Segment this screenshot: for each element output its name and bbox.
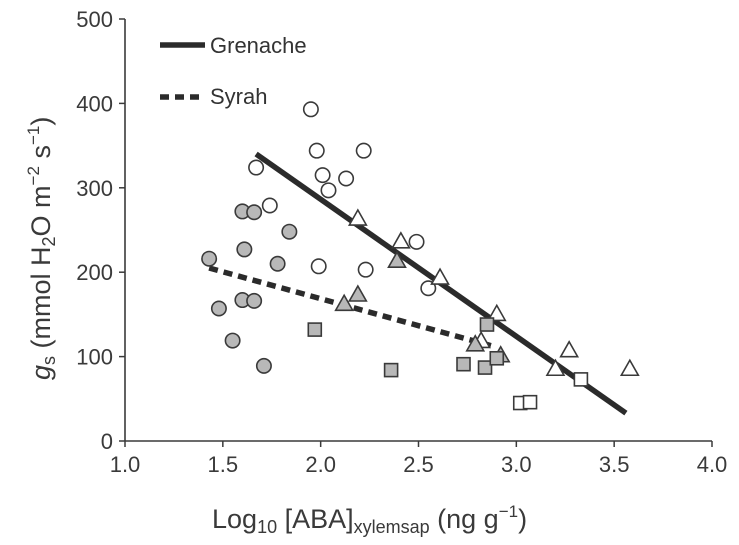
circle-marker	[201, 250, 218, 267]
triangle-marker	[430, 267, 450, 285]
y-label-exp1: −2	[24, 166, 43, 185]
circle-marker	[357, 261, 374, 278]
y-tick-label: 200	[76, 260, 113, 285]
circle-marker	[224, 332, 241, 349]
y-tick-label: 100	[76, 345, 113, 370]
circle-marker	[255, 357, 272, 374]
circle-marker	[408, 233, 425, 250]
x-label-unit-open: (ng g	[430, 504, 499, 534]
legend-label-syrah: Syrah	[210, 84, 267, 109]
legend: Grenache Syrah	[160, 33, 307, 109]
triangle-marker	[347, 284, 368, 302]
data-markers	[201, 101, 640, 411]
x-label-unit-close: )	[518, 504, 527, 534]
x-axis-label: Log10 [ABA]xylemsap (ng g−1)	[212, 502, 527, 537]
y-label-symbol: g	[26, 365, 56, 380]
tick-labels: 1.0 1.5 2.0 2.5 3.0 3.5 4.0 0 100 200 300 400 500	[76, 7, 727, 477]
triangle-marker	[545, 358, 566, 377]
x-tick-label: 1.5	[208, 452, 239, 477]
circle-marker	[310, 258, 327, 275]
y-tick-label: 500	[76, 7, 113, 32]
y-tick-label: 300	[76, 176, 113, 201]
x-tick-label: 1.0	[110, 452, 141, 477]
circle-marker	[246, 204, 263, 221]
y-label-exp2: −1	[24, 126, 43, 145]
y-label-mid: O m	[26, 185, 56, 236]
x-label-main: Log	[212, 504, 257, 534]
triangle-marker	[465, 334, 486, 352]
circle-marker	[355, 142, 372, 159]
y-tick-label: 0	[101, 429, 113, 454]
triangle-marker	[391, 231, 411, 249]
y-label-pre: (mmol H	[26, 246, 56, 356]
triangle-marker	[486, 303, 507, 322]
triangle-marker	[387, 250, 407, 269]
x-tick-label: 3.0	[501, 452, 532, 477]
y-label-h2o-sub: 2	[39, 236, 59, 246]
circle-marker	[261, 197, 278, 214]
circle-marker	[269, 255, 286, 272]
circle-marker	[248, 159, 265, 176]
y-label-symbol-sub: s	[39, 356, 59, 365]
triangle-marker	[347, 208, 368, 226]
circle-marker	[338, 170, 355, 187]
circle-marker	[281, 223, 298, 240]
circle-marker	[210, 300, 227, 317]
circle-marker	[302, 101, 319, 118]
square-marker	[522, 394, 538, 410]
triangle-marker	[619, 358, 640, 377]
circle-marker	[236, 241, 253, 258]
square-marker	[456, 356, 471, 372]
circle-marker	[320, 182, 337, 199]
circle-marker	[246, 292, 263, 309]
square-marker	[573, 372, 589, 387]
square-marker	[307, 322, 323, 337]
x-label-sub2: xylemsap	[354, 517, 430, 537]
circle-marker	[308, 142, 325, 159]
x-tick-label: 3.5	[599, 452, 630, 477]
x-label-sub1: 10	[257, 517, 277, 537]
axis-ticks	[119, 18, 713, 447]
circle-marker	[314, 167, 331, 184]
y-label-mid2: s	[26, 145, 56, 166]
y-tick-label: 400	[76, 91, 113, 116]
square-marker	[477, 360, 493, 375]
triangle-marker	[334, 293, 355, 312]
x-tick-label: 4.0	[697, 452, 728, 477]
triangle-marker	[559, 340, 580, 358]
x-label-mid: [ABA]	[277, 504, 354, 534]
x-tick-label: 2.5	[403, 452, 434, 477]
square-marker	[383, 362, 399, 378]
x-label-unit-exp: −1	[499, 502, 518, 521]
y-axis-label: gs (mmol H2O m−2 s−1)	[24, 117, 59, 380]
x-tick-label: 2.0	[305, 452, 336, 477]
y-label-close: )	[26, 117, 56, 126]
square-marker	[479, 317, 495, 332]
legend-label-grenache: Grenache	[210, 33, 307, 58]
square-marker	[489, 350, 505, 366]
regression-line-syrah	[208, 265, 492, 349]
